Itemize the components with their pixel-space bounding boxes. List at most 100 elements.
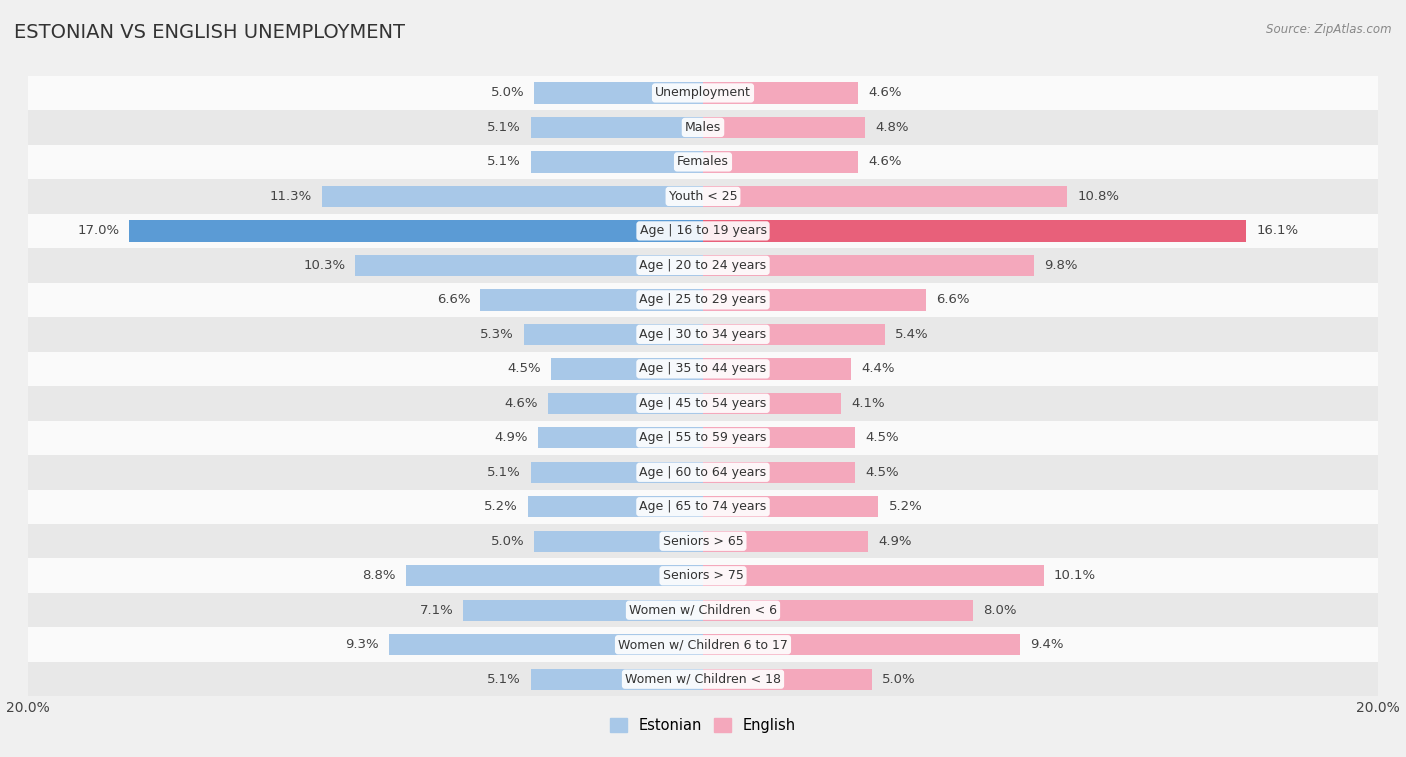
- Bar: [703, 565, 1043, 587]
- Bar: [703, 254, 1033, 276]
- Text: Seniors > 75: Seniors > 75: [662, 569, 744, 582]
- Bar: [703, 393, 841, 414]
- Bar: [28, 179, 1378, 213]
- Bar: [28, 317, 1378, 351]
- Text: Age | 30 to 34 years: Age | 30 to 34 years: [640, 328, 766, 341]
- Bar: [28, 662, 1378, 696]
- Bar: [703, 427, 855, 448]
- Bar: [524, 324, 703, 345]
- Bar: [389, 634, 703, 656]
- Bar: [534, 531, 703, 552]
- Text: 4.9%: 4.9%: [879, 534, 912, 548]
- Bar: [703, 496, 879, 518]
- Text: 4.9%: 4.9%: [494, 431, 527, 444]
- Text: 6.6%: 6.6%: [437, 294, 470, 307]
- Text: Age | 65 to 74 years: Age | 65 to 74 years: [640, 500, 766, 513]
- Bar: [531, 117, 703, 138]
- Text: 5.1%: 5.1%: [486, 155, 520, 168]
- Text: 4.6%: 4.6%: [505, 397, 537, 410]
- Text: 5.4%: 5.4%: [896, 328, 929, 341]
- Text: 8.0%: 8.0%: [983, 604, 1017, 617]
- Text: 5.1%: 5.1%: [486, 466, 520, 478]
- Bar: [28, 490, 1378, 524]
- Text: Women w/ Children < 6: Women w/ Children < 6: [628, 604, 778, 617]
- Text: 5.2%: 5.2%: [889, 500, 922, 513]
- Bar: [28, 421, 1378, 455]
- Bar: [703, 531, 869, 552]
- Text: Women w/ Children 6 to 17: Women w/ Children 6 to 17: [619, 638, 787, 651]
- Bar: [406, 565, 703, 587]
- Bar: [703, 289, 925, 310]
- Text: 4.5%: 4.5%: [865, 466, 898, 478]
- Text: Age | 45 to 54 years: Age | 45 to 54 years: [640, 397, 766, 410]
- Bar: [703, 462, 855, 483]
- Text: Males: Males: [685, 121, 721, 134]
- Text: Age | 55 to 59 years: Age | 55 to 59 years: [640, 431, 766, 444]
- Text: 7.1%: 7.1%: [419, 604, 453, 617]
- Bar: [703, 358, 852, 379]
- Legend: Estonian, English: Estonian, English: [605, 712, 801, 739]
- Bar: [703, 151, 858, 173]
- Text: 4.6%: 4.6%: [869, 155, 901, 168]
- Text: 8.8%: 8.8%: [363, 569, 396, 582]
- Bar: [537, 427, 703, 448]
- Text: 11.3%: 11.3%: [270, 190, 312, 203]
- Bar: [548, 393, 703, 414]
- Bar: [28, 282, 1378, 317]
- Bar: [551, 358, 703, 379]
- Bar: [703, 185, 1067, 207]
- Text: 9.4%: 9.4%: [1031, 638, 1064, 651]
- Bar: [28, 524, 1378, 559]
- Text: 4.4%: 4.4%: [862, 363, 896, 375]
- Text: 4.5%: 4.5%: [865, 431, 898, 444]
- Bar: [531, 462, 703, 483]
- Text: 5.0%: 5.0%: [491, 534, 524, 548]
- Bar: [28, 628, 1378, 662]
- Text: Women w/ Children < 18: Women w/ Children < 18: [626, 673, 780, 686]
- Text: 5.0%: 5.0%: [491, 86, 524, 99]
- Bar: [28, 145, 1378, 179]
- Bar: [531, 151, 703, 173]
- Text: 5.0%: 5.0%: [882, 673, 915, 686]
- Text: Youth < 25: Youth < 25: [669, 190, 737, 203]
- Bar: [527, 496, 703, 518]
- Text: 17.0%: 17.0%: [77, 224, 120, 238]
- Bar: [28, 248, 1378, 282]
- Bar: [534, 83, 703, 104]
- Text: 5.1%: 5.1%: [486, 121, 520, 134]
- Text: 10.1%: 10.1%: [1054, 569, 1097, 582]
- Bar: [28, 213, 1378, 248]
- Text: Seniors > 65: Seniors > 65: [662, 534, 744, 548]
- Text: 4.8%: 4.8%: [875, 121, 908, 134]
- Text: ESTONIAN VS ENGLISH UNEMPLOYMENT: ESTONIAN VS ENGLISH UNEMPLOYMENT: [14, 23, 405, 42]
- Text: Females: Females: [678, 155, 728, 168]
- Bar: [28, 386, 1378, 421]
- Text: 16.1%: 16.1%: [1257, 224, 1299, 238]
- Text: 9.3%: 9.3%: [346, 638, 380, 651]
- Text: 9.8%: 9.8%: [1043, 259, 1077, 272]
- Bar: [28, 593, 1378, 628]
- Text: Age | 35 to 44 years: Age | 35 to 44 years: [640, 363, 766, 375]
- Text: Unemployment: Unemployment: [655, 86, 751, 99]
- Bar: [703, 83, 858, 104]
- Text: 5.1%: 5.1%: [486, 673, 520, 686]
- Text: 6.6%: 6.6%: [936, 294, 969, 307]
- Bar: [703, 668, 872, 690]
- Bar: [28, 455, 1378, 490]
- Bar: [703, 220, 1246, 241]
- Bar: [28, 351, 1378, 386]
- Text: 10.3%: 10.3%: [304, 259, 346, 272]
- Text: 4.6%: 4.6%: [869, 86, 901, 99]
- Bar: [531, 668, 703, 690]
- Bar: [28, 76, 1378, 111]
- Bar: [703, 324, 886, 345]
- Bar: [129, 220, 703, 241]
- Text: 5.2%: 5.2%: [484, 500, 517, 513]
- Text: Source: ZipAtlas.com: Source: ZipAtlas.com: [1267, 23, 1392, 36]
- Text: 5.3%: 5.3%: [481, 328, 515, 341]
- Text: Age | 16 to 19 years: Age | 16 to 19 years: [640, 224, 766, 238]
- Bar: [703, 117, 865, 138]
- Text: 4.1%: 4.1%: [852, 397, 886, 410]
- Bar: [481, 289, 703, 310]
- Bar: [356, 254, 703, 276]
